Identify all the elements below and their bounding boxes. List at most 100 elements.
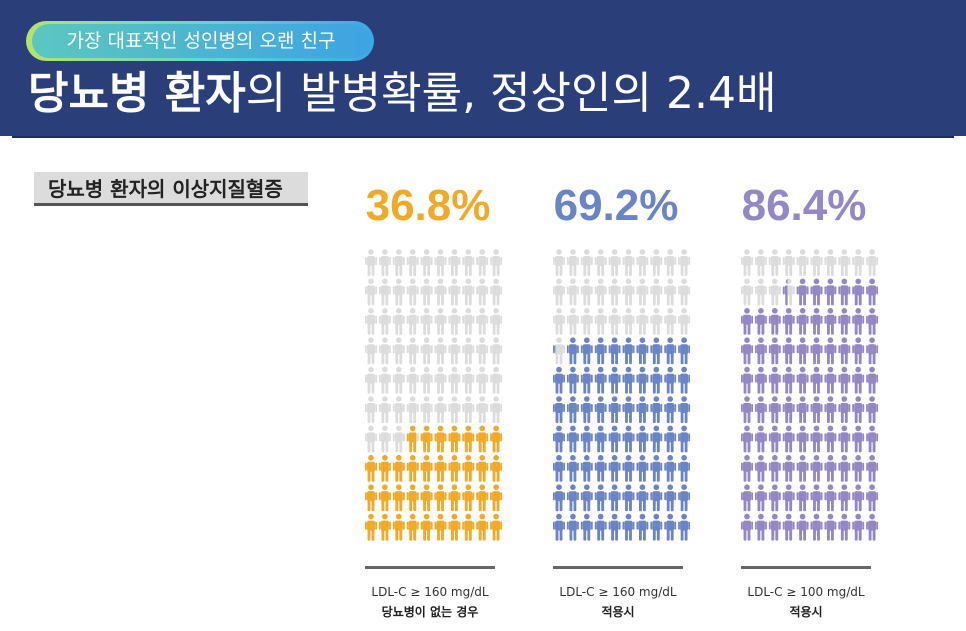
person-icon: [434, 484, 447, 512]
person-icon: [365, 396, 377, 423]
person-icon: [490, 425, 503, 453]
person-icon: [420, 249, 433, 276]
person-icon: [406, 425, 419, 453]
person-icon: [754, 308, 767, 335]
person-icon: [852, 425, 865, 453]
person-icon: [594, 484, 607, 512]
person-icon: [866, 366, 879, 394]
person-icon: [448, 513, 461, 541]
person-icon: [622, 425, 635, 453]
person-icon: [796, 366, 809, 394]
person-icon: [664, 278, 677, 306]
person-icon: [392, 308, 405, 335]
person-icon: [796, 513, 809, 541]
percent-label-3: 86.4%: [742, 181, 867, 230]
person-icon: [754, 396, 767, 423]
person-icon: [741, 484, 753, 512]
person-icon: [566, 366, 579, 394]
person-icon: [462, 484, 475, 512]
person-icon: [852, 249, 865, 276]
person-icon: [678, 455, 691, 482]
person-icon: [553, 513, 565, 541]
person-icon: [768, 249, 781, 276]
person-icon: [594, 278, 607, 306]
person-icon: [580, 249, 593, 276]
person-icon: [852, 484, 865, 512]
person-icon: [741, 249, 753, 276]
person-icon: [553, 308, 565, 335]
person-icon: [782, 425, 795, 453]
person-icon: [392, 455, 405, 482]
person-icon: [378, 484, 391, 512]
person-icon: [365, 484, 377, 512]
person-icon: [476, 455, 489, 482]
person-icon: [754, 278, 767, 306]
person-icon: [406, 455, 419, 482]
person-icon: [392, 513, 405, 541]
person-icon: [392, 337, 405, 365]
person-icon: [406, 366, 419, 394]
person-icon: [650, 513, 663, 541]
person-icon: [852, 396, 865, 423]
person-icon: [838, 484, 851, 512]
person-icon: [580, 425, 593, 453]
person-icon: [824, 249, 837, 276]
person-icon: [580, 278, 593, 306]
person-icon: [768, 337, 781, 365]
tag-pill: [32, 24, 370, 58]
person-icon: [476, 396, 489, 423]
person-icon: [796, 308, 809, 335]
person-icon: [796, 425, 809, 453]
person-icon: [636, 425, 649, 453]
person-icon: [476, 484, 489, 512]
person-icon: [664, 484, 677, 512]
person-icon: [420, 278, 433, 306]
person-icon: [406, 337, 419, 365]
person-icon: [824, 396, 837, 423]
person-icon: [434, 425, 447, 453]
person-icon: [650, 366, 663, 394]
person-icon: [420, 366, 433, 394]
baseline-bar-2: [553, 566, 683, 569]
person-icon: [406, 249, 419, 276]
person-icon: [866, 513, 879, 541]
person-icon: [448, 425, 461, 453]
person-icon: [594, 513, 607, 541]
section-label: 당뇨병 환자의 이상지질혈증: [34, 172, 308, 206]
person-icon: [566, 278, 579, 306]
person-icon: [448, 337, 461, 365]
caption-line2-2: 적용시: [601, 604, 634, 619]
person-icon: [420, 425, 433, 453]
person-icon: [378, 249, 391, 276]
person-icon: [476, 513, 489, 541]
person-icon: [365, 455, 377, 482]
person-icon: [434, 308, 447, 335]
person-icon: [768, 484, 781, 512]
person-icon: [378, 513, 391, 541]
person-icon: [664, 396, 677, 423]
person-icon: [650, 396, 663, 423]
person-icon: [420, 484, 433, 512]
person-icon: [566, 513, 579, 541]
person-icon: [810, 337, 823, 365]
person-icon: [490, 308, 503, 335]
person-icon: [852, 455, 865, 482]
baseline-bar-3: [741, 566, 871, 569]
person-icon: [448, 396, 461, 423]
percent-label-1: 36.8%: [366, 181, 491, 230]
person-icon: [476, 308, 489, 335]
person-icon: [838, 278, 851, 306]
person-icon: [378, 337, 391, 365]
person-icon: [810, 455, 823, 482]
person-icon: [553, 484, 565, 512]
person-icon: [741, 278, 753, 306]
person-icon: [378, 396, 391, 423]
person-icon: [608, 396, 621, 423]
person-icon: [490, 513, 503, 541]
person-icon: [741, 396, 753, 423]
person-icon: [782, 396, 795, 423]
person-icon: [594, 396, 607, 423]
person-icon: [866, 455, 879, 482]
person-icon: [622, 278, 635, 306]
person-icon: [553, 455, 565, 482]
